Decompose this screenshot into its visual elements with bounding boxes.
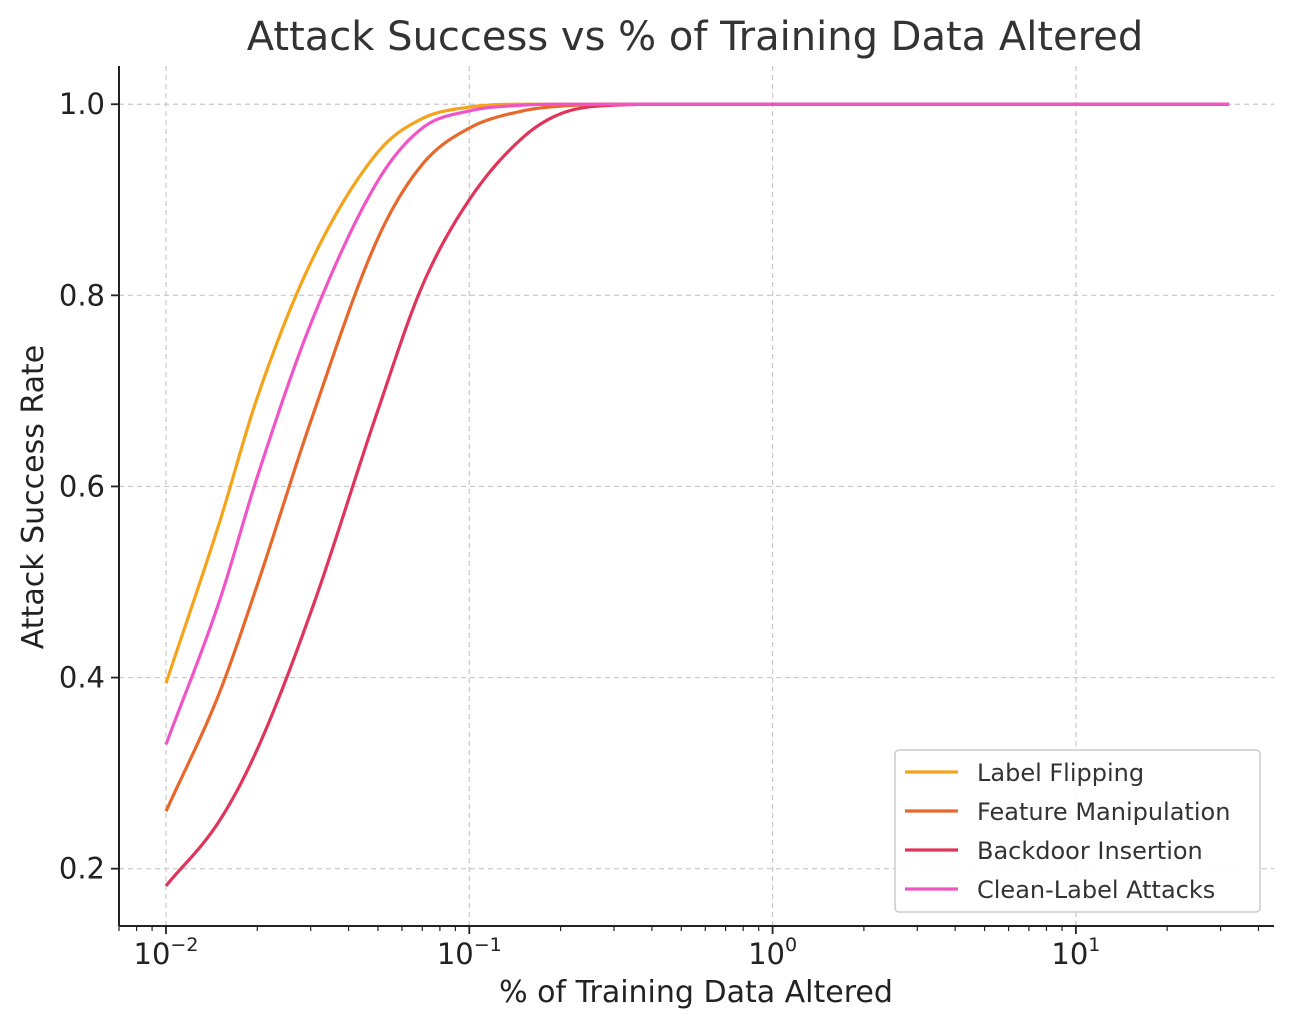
x-tick-exponent: −1 — [474, 934, 502, 956]
y-axis-ticks: 0.2 0.4 0.6 0.8 1.0 — [59, 87, 119, 886]
x-tick-base: 10 — [437, 937, 474, 971]
legend-label: Backdoor Insertion — [977, 837, 1203, 865]
x-tick-exponent: 0 — [785, 934, 797, 956]
legend-label: Label Flipping — [977, 759, 1144, 787]
axes — [118, 66, 1274, 927]
y-tick-label: 0.6 — [59, 469, 105, 503]
legend-box — [894, 749, 1261, 913]
x-tick-base: 10 — [1051, 937, 1088, 971]
y-axis-label: Attack Success Rate — [16, 345, 51, 649]
x-tick-label: 100 — [748, 934, 797, 971]
y-tick-label: 0.2 — [59, 852, 105, 886]
y-tick-label: 1.0 — [59, 87, 105, 121]
x-tick-exponent: −2 — [170, 934, 198, 956]
x-tick-exponent: 1 — [1088, 934, 1100, 956]
x-axis-ticks: 10−2 10−1 100 101 — [118, 926, 1260, 971]
series-lines — [164, 102, 1230, 887]
legend-label: Feature Manipulation — [977, 798, 1230, 826]
x-tick-label: 101 — [1051, 934, 1100, 971]
series-line-0 — [164, 102, 1230, 684]
y-tick-label: 0.8 — [59, 278, 105, 312]
y-tick-label: 0.4 — [59, 661, 105, 695]
x-tick-base: 10 — [134, 937, 171, 971]
x-tick-base: 10 — [748, 937, 785, 971]
x-tick-label: 10−2 — [134, 934, 199, 971]
series-line-3 — [164, 102, 1230, 746]
legend: Label Flipping Feature Manipulation Backdo… — [894, 749, 1261, 913]
chart-title: Attack Success vs % of Training Data Alt… — [247, 14, 1143, 60]
legend-label: Clean-Label Attacks — [977, 876, 1215, 904]
x-tick-label: 10−1 — [437, 934, 502, 971]
series-line-1 — [164, 102, 1230, 812]
x-axis-label: % of Training Data Altered — [499, 975, 893, 1010]
